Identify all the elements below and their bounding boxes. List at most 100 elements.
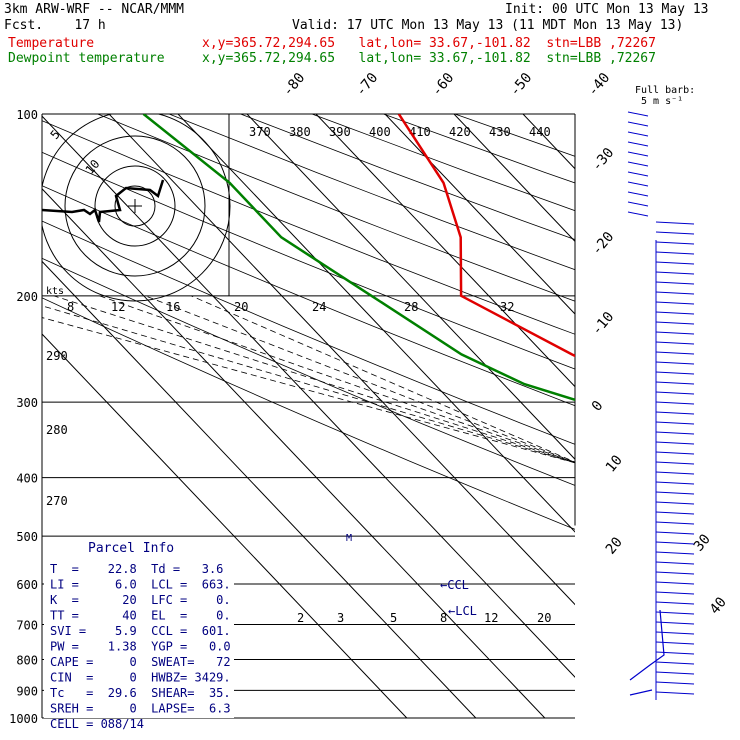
wind-barb bbox=[627, 141, 649, 147]
wind-barb bbox=[655, 561, 695, 565]
isotherm-label: -30 bbox=[589, 145, 618, 175]
barb-legend-line2: 5 m s⁻¹ bbox=[641, 96, 683, 107]
parcel-row: CAPE = 0 SWEAT= 72 bbox=[50, 655, 231, 669]
wind-barb bbox=[655, 621, 695, 625]
isotherm-label: -40 bbox=[585, 70, 614, 100]
model-title: 3km ARW-WRF -- NCAR/MMM bbox=[4, 2, 185, 17]
mixing-ratio-label: 2 bbox=[297, 611, 304, 625]
legend-temperature-info: x,y=365.72,294.65 lat,lon= 33.67,-101.82… bbox=[202, 36, 656, 51]
wind-barb bbox=[655, 681, 695, 685]
mixing-ratio-label: 20 bbox=[537, 611, 551, 625]
isotherm-line bbox=[661, 114, 740, 718]
pressure-tick-label: 500 bbox=[16, 530, 38, 544]
dry-adiabat bbox=[240, 114, 575, 240]
pressure-tick-label: 800 bbox=[16, 653, 38, 667]
wind-barb bbox=[655, 501, 695, 505]
wind-barb bbox=[655, 531, 695, 535]
isotherm-label: 40 bbox=[707, 594, 730, 617]
theta-label: 420 bbox=[449, 125, 471, 139]
wind-barb bbox=[655, 221, 695, 225]
theta-label: 440 bbox=[529, 125, 551, 139]
wind-barb bbox=[627, 171, 649, 177]
wind-barb bbox=[627, 191, 649, 197]
wind-barb bbox=[655, 321, 695, 325]
wind-barb bbox=[655, 651, 695, 655]
wind-barb bbox=[655, 241, 695, 245]
mixing-ratio-label: 5 bbox=[390, 611, 397, 625]
ccl-label: ←CCL bbox=[440, 578, 469, 592]
hodo-speed-label: 28 bbox=[404, 300, 418, 314]
moist-adiabat bbox=[99, 295, 575, 463]
isotherm-line bbox=[730, 114, 740, 718]
parcel-row: Tc = 29.6 SHEAR= 35. bbox=[50, 686, 231, 700]
wind-barb bbox=[655, 401, 695, 405]
hodo-ring-label: 10 bbox=[83, 157, 103, 177]
wind-barb bbox=[655, 441, 695, 445]
dry-adiabat bbox=[311, 114, 575, 212]
wind-barb bbox=[655, 691, 695, 695]
dry-adiabat bbox=[42, 185, 575, 407]
wind-barb bbox=[655, 611, 695, 615]
parcel-box bbox=[44, 538, 234, 718]
lcl-label: ←LCL bbox=[448, 604, 477, 618]
wind-barb bbox=[655, 591, 695, 595]
barb-legend-line1: Full barb: bbox=[635, 85, 695, 96]
isotherm-line bbox=[246, 114, 575, 460]
mixing-ratio-label: 8 bbox=[440, 611, 447, 625]
hodo-ring bbox=[114, 185, 156, 227]
isotherm-line bbox=[42, 260, 477, 718]
legend-dewpoint-info: x,y=365.72,294.65 lat,lon= 33.67,-101.82… bbox=[202, 51, 656, 66]
isotherm-label: 0 bbox=[589, 398, 607, 415]
isotherm-label: 30 bbox=[691, 531, 714, 554]
wind-barb bbox=[655, 361, 695, 365]
moist-adiabat bbox=[42, 305, 575, 464]
wind-barb bbox=[655, 351, 695, 355]
wind-barb bbox=[655, 471, 695, 475]
isotherm-line bbox=[384, 114, 575, 315]
hodograph-trace bbox=[42, 179, 165, 223]
wind-barb bbox=[655, 641, 695, 645]
isotherm-line bbox=[592, 114, 740, 718]
legend-temperature: Temperature bbox=[8, 36, 95, 51]
wind-barb bbox=[655, 261, 695, 265]
wind-barb bbox=[655, 311, 695, 315]
isotherm-label: 10 bbox=[603, 452, 626, 475]
wind-barb bbox=[655, 301, 695, 305]
wind-barb bbox=[655, 291, 695, 295]
wind-barb bbox=[655, 571, 695, 575]
wind-barb bbox=[627, 161, 649, 167]
forecast-hour: Fcst. 17 h bbox=[4, 18, 106, 33]
hodo-speed-label: 8 bbox=[67, 300, 74, 314]
parcel-row: T = 22.8 Td = 3.6 bbox=[50, 562, 223, 576]
dry-adiabat bbox=[42, 297, 575, 530]
theta-label: 380 bbox=[289, 125, 311, 139]
temperature-profile bbox=[397, 114, 575, 358]
isotherm-label: -50 bbox=[507, 70, 536, 100]
dry-adiabat bbox=[383, 114, 575, 184]
parcel-row: LI = 6.0 LCL = 663. bbox=[50, 578, 231, 592]
height-label: 290 bbox=[46, 349, 68, 363]
wind-barb bbox=[655, 371, 695, 375]
valid-time: Valid: 17 UTC Mon 13 May 13 (11 MDT Mon … bbox=[292, 18, 684, 33]
pressure-tick-label: 700 bbox=[16, 618, 38, 632]
wind-barb bbox=[655, 431, 695, 435]
wind-barb bbox=[655, 451, 695, 455]
isotherm-label: -10 bbox=[589, 309, 618, 339]
wind-barb bbox=[655, 511, 695, 515]
wind-barb bbox=[655, 271, 695, 275]
wind-barb bbox=[627, 201, 649, 207]
height-label: 280 bbox=[46, 423, 68, 437]
hodo-speed-label: 12 bbox=[111, 300, 125, 314]
dry-adiabat bbox=[42, 220, 575, 445]
isotherm-label: -80 bbox=[280, 70, 309, 100]
wind-barb bbox=[655, 661, 695, 665]
isotherm-label: 20 bbox=[603, 534, 626, 557]
wind-barb bbox=[655, 391, 695, 395]
pressure-tick-label: 100 bbox=[16, 108, 38, 122]
hodo-speed-unit: kts bbox=[46, 286, 64, 297]
wind-barb bbox=[655, 421, 695, 425]
mixing-ratio-label: 3 bbox=[337, 611, 344, 625]
mixing-ratio-label: 12 bbox=[484, 611, 498, 625]
wind-barb bbox=[627, 211, 649, 217]
parcel-row: K = 20 LFC = 0. bbox=[50, 593, 231, 607]
